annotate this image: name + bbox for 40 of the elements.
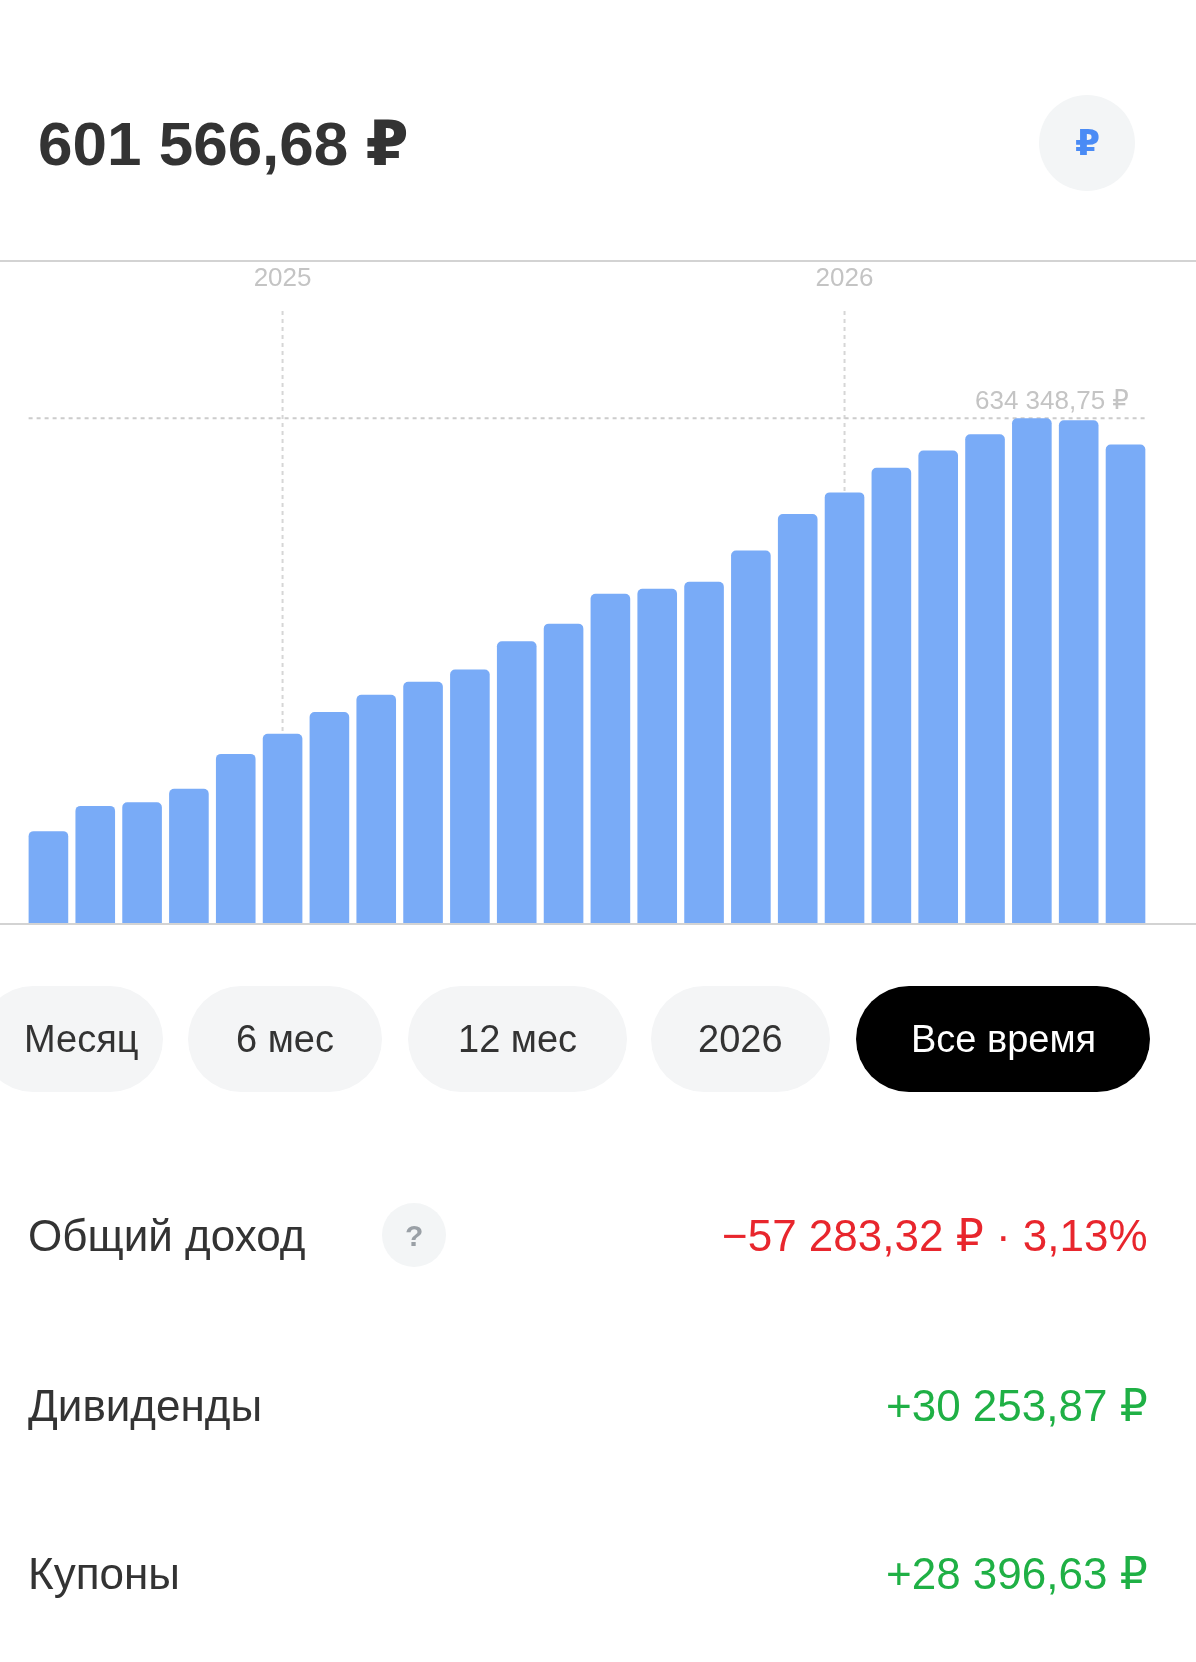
text: +28 396,63 ₽	[886, 1549, 1148, 1598]
bar	[450, 669, 490, 923]
text: Месяц	[24, 1018, 139, 1060]
text: ₽	[1075, 122, 1101, 163]
text: Дивиденды	[28, 1381, 263, 1430]
bar	[356, 694, 397, 923]
text: 6 мес	[236, 1018, 334, 1060]
text: Общий доход	[28, 1211, 306, 1260]
bar	[496, 641, 537, 923]
text: Все время	[911, 1018, 1097, 1060]
text: −57 283,32 ₽ · 3,13%	[722, 1211, 1148, 1260]
bar	[965, 434, 1005, 923]
bar	[169, 788, 209, 923]
text: ?	[405, 1219, 424, 1252]
bar	[262, 733, 303, 923]
bar	[543, 623, 584, 923]
bar	[871, 467, 912, 923]
bar	[684, 581, 724, 923]
text: +30 253,87 ₽	[886, 1381, 1148, 1430]
bar	[1012, 418, 1052, 923]
bar	[731, 550, 771, 923]
bar	[1058, 420, 1099, 923]
bar	[403, 681, 443, 923]
text: 12 мес	[458, 1018, 578, 1060]
ref-line-label: 634 348,75 ₽	[975, 385, 1129, 415]
bar	[590, 593, 631, 923]
text: Купоны	[28, 1549, 180, 1598]
bar	[637, 588, 678, 923]
bar	[824, 492, 865, 923]
bar	[122, 802, 162, 923]
bar	[28, 831, 69, 923]
bar	[777, 514, 818, 923]
bar	[918, 450, 959, 923]
bar	[75, 805, 116, 923]
x-tick-label: 2025	[253, 262, 312, 292]
chart-title: 601 566,68 ₽	[38, 108, 409, 178]
bar	[1105, 444, 1146, 923]
text: 2026	[698, 1018, 783, 1060]
bar	[215, 753, 256, 923]
bar	[309, 711, 350, 923]
